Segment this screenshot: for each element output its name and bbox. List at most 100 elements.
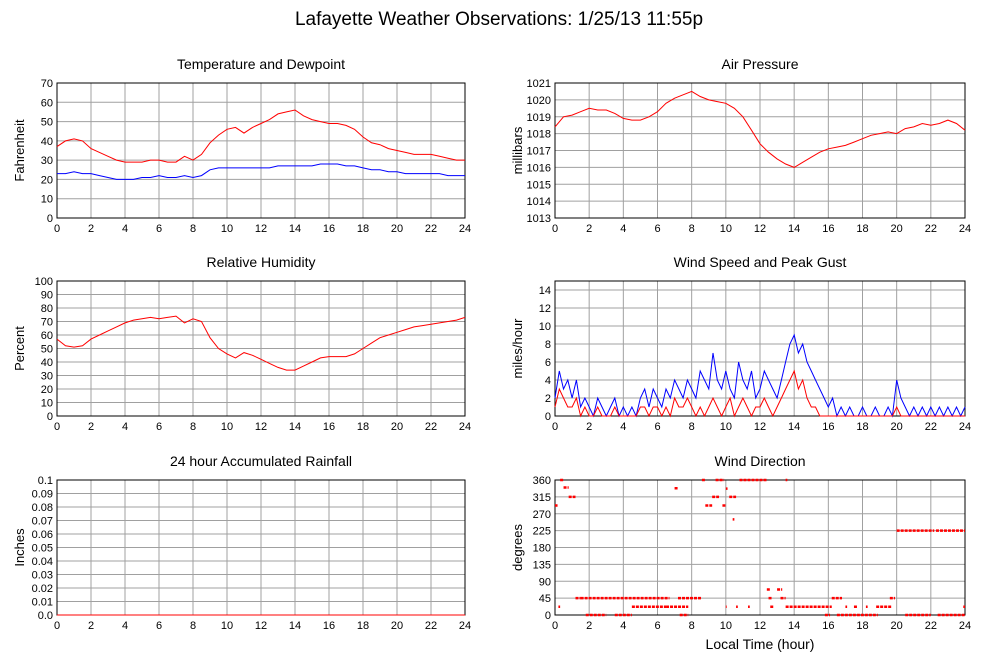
- chart-title: 24 hour Accumulated Rainfall: [170, 453, 352, 469]
- x-tick-label: 6: [654, 223, 660, 235]
- x-tick-label: 2: [88, 620, 94, 632]
- y-tick-label: 80: [41, 303, 53, 315]
- y-tick-label: 70: [41, 78, 53, 90]
- x-tick-label: 6: [156, 620, 162, 632]
- x-tick-label: 8: [190, 223, 196, 235]
- x-tick-label: 18: [357, 421, 369, 433]
- red-series-line: [554, 369, 965, 418]
- y-tick-label: 0: [545, 411, 551, 423]
- y-tick-label: 8: [545, 339, 551, 351]
- x-tick-label: 12: [255, 223, 267, 235]
- x-tick-label: 22: [925, 421, 937, 433]
- y-tick-label: 0: [47, 411, 53, 423]
- y-tick-label: 90: [41, 290, 53, 302]
- x-tick-label: 14: [788, 421, 800, 433]
- y-tick-label: 10: [41, 194, 53, 206]
- x-tick-label: 6: [156, 223, 162, 235]
- y-tick-label: 1017: [527, 146, 551, 158]
- x-tick-label: 24: [459, 223, 471, 235]
- x-tick-label: 20: [391, 421, 403, 433]
- plot-frame: [56, 82, 466, 219]
- x-tick-label: 20: [391, 223, 403, 235]
- y-tick-label: 1016: [527, 162, 551, 174]
- red-series-line: [56, 109, 465, 163]
- x-tick-label: 24: [959, 421, 971, 433]
- x-tick-label: 8: [190, 620, 196, 632]
- x-tick-label: 0: [54, 223, 60, 235]
- x-tick-label: 24: [459, 421, 471, 433]
- x-tick-label: 12: [255, 421, 267, 433]
- x-tick-label: 8: [689, 421, 695, 433]
- x-tick-label: 22: [925, 223, 937, 235]
- x-tick-label: 10: [221, 421, 233, 433]
- x-tick-label: 2: [586, 620, 592, 632]
- y-tick-label: 10: [539, 321, 551, 333]
- page-title: Lafayette Weather Observations: 1/25/13 …: [295, 9, 703, 30]
- y-tick-label: 14: [539, 285, 551, 297]
- x-tick-label: 18: [856, 421, 868, 433]
- x-tick-label: 0: [552, 223, 558, 235]
- x-tick-label: 24: [959, 223, 971, 235]
- y-tick-label: 30: [41, 155, 53, 167]
- y-tick-label: 40: [41, 357, 53, 369]
- x-tick-label: 16: [323, 421, 335, 433]
- x-tick-label: 0: [54, 620, 60, 632]
- x-tick-label: 16: [822, 620, 834, 632]
- x-tick-label: 8: [689, 620, 695, 632]
- y-tick-label: 50: [41, 344, 53, 356]
- y-tick-label: 12: [539, 303, 551, 315]
- red-series-line: [56, 315, 466, 371]
- y-tick-label: 1014: [527, 196, 551, 208]
- x-tick-label: 22: [425, 223, 437, 235]
- y-axis-label: miles/hour: [510, 318, 525, 379]
- y-tick-label: 1019: [527, 112, 551, 124]
- x-tick-label: 4: [620, 223, 626, 235]
- x-tick-label: 18: [856, 223, 868, 235]
- y-tick-label: 100: [35, 276, 53, 288]
- y-tick-label: 270: [533, 509, 551, 521]
- x-tick-label: 4: [620, 620, 626, 632]
- x-tick-label: 22: [925, 620, 937, 632]
- y-tick-label: 360: [533, 475, 551, 487]
- y-tick-label: 90: [539, 576, 551, 588]
- y-tick-label: 1015: [527, 179, 551, 191]
- x-tick-label: 16: [323, 620, 335, 632]
- x-tick-label: 10: [221, 223, 233, 235]
- plot-frame: [554, 82, 966, 219]
- y-tick-label: 60: [41, 330, 53, 342]
- y-axis-label: Inches: [12, 528, 27, 567]
- x-tick-label: 8: [190, 421, 196, 433]
- x-tick-label: 0: [552, 620, 558, 632]
- x-tick-label: 0: [552, 421, 558, 433]
- x-tick-label: 2: [88, 223, 94, 235]
- y-axis-label: Percent: [12, 326, 27, 371]
- plot-frame: [554, 280, 966, 417]
- y-tick-label: 0.0: [38, 610, 53, 622]
- x-tick-label: 14: [289, 620, 301, 632]
- y-tick-label: 0.01: [32, 597, 53, 609]
- y-tick-label: 0.03: [32, 570, 53, 582]
- y-tick-label: 1020: [527, 95, 551, 107]
- y-tick-label: 0.07: [32, 516, 53, 528]
- x-tick-label: 8: [689, 223, 695, 235]
- x-tick-label: 6: [156, 421, 162, 433]
- y-tick-label: 0.02: [32, 583, 53, 595]
- y-axis-label: degrees: [510, 524, 525, 571]
- chart-title: Wind Speed and Peak Gust: [674, 254, 847, 270]
- y-tick-label: 315: [533, 492, 551, 504]
- x-tick-label: 10: [720, 421, 732, 433]
- blue-series-line: [554, 333, 966, 418]
- y-tick-label: 225: [533, 526, 551, 538]
- x-tick-label: 0: [54, 421, 60, 433]
- x-tick-label: 16: [822, 421, 834, 433]
- x-tick-label: 4: [122, 223, 128, 235]
- x-tick-label: 22: [425, 620, 437, 632]
- x-tick-label: 14: [788, 223, 800, 235]
- y-tick-label: 20: [41, 174, 53, 186]
- y-tick-label: 0: [545, 610, 551, 622]
- y-tick-label: 20: [41, 384, 53, 396]
